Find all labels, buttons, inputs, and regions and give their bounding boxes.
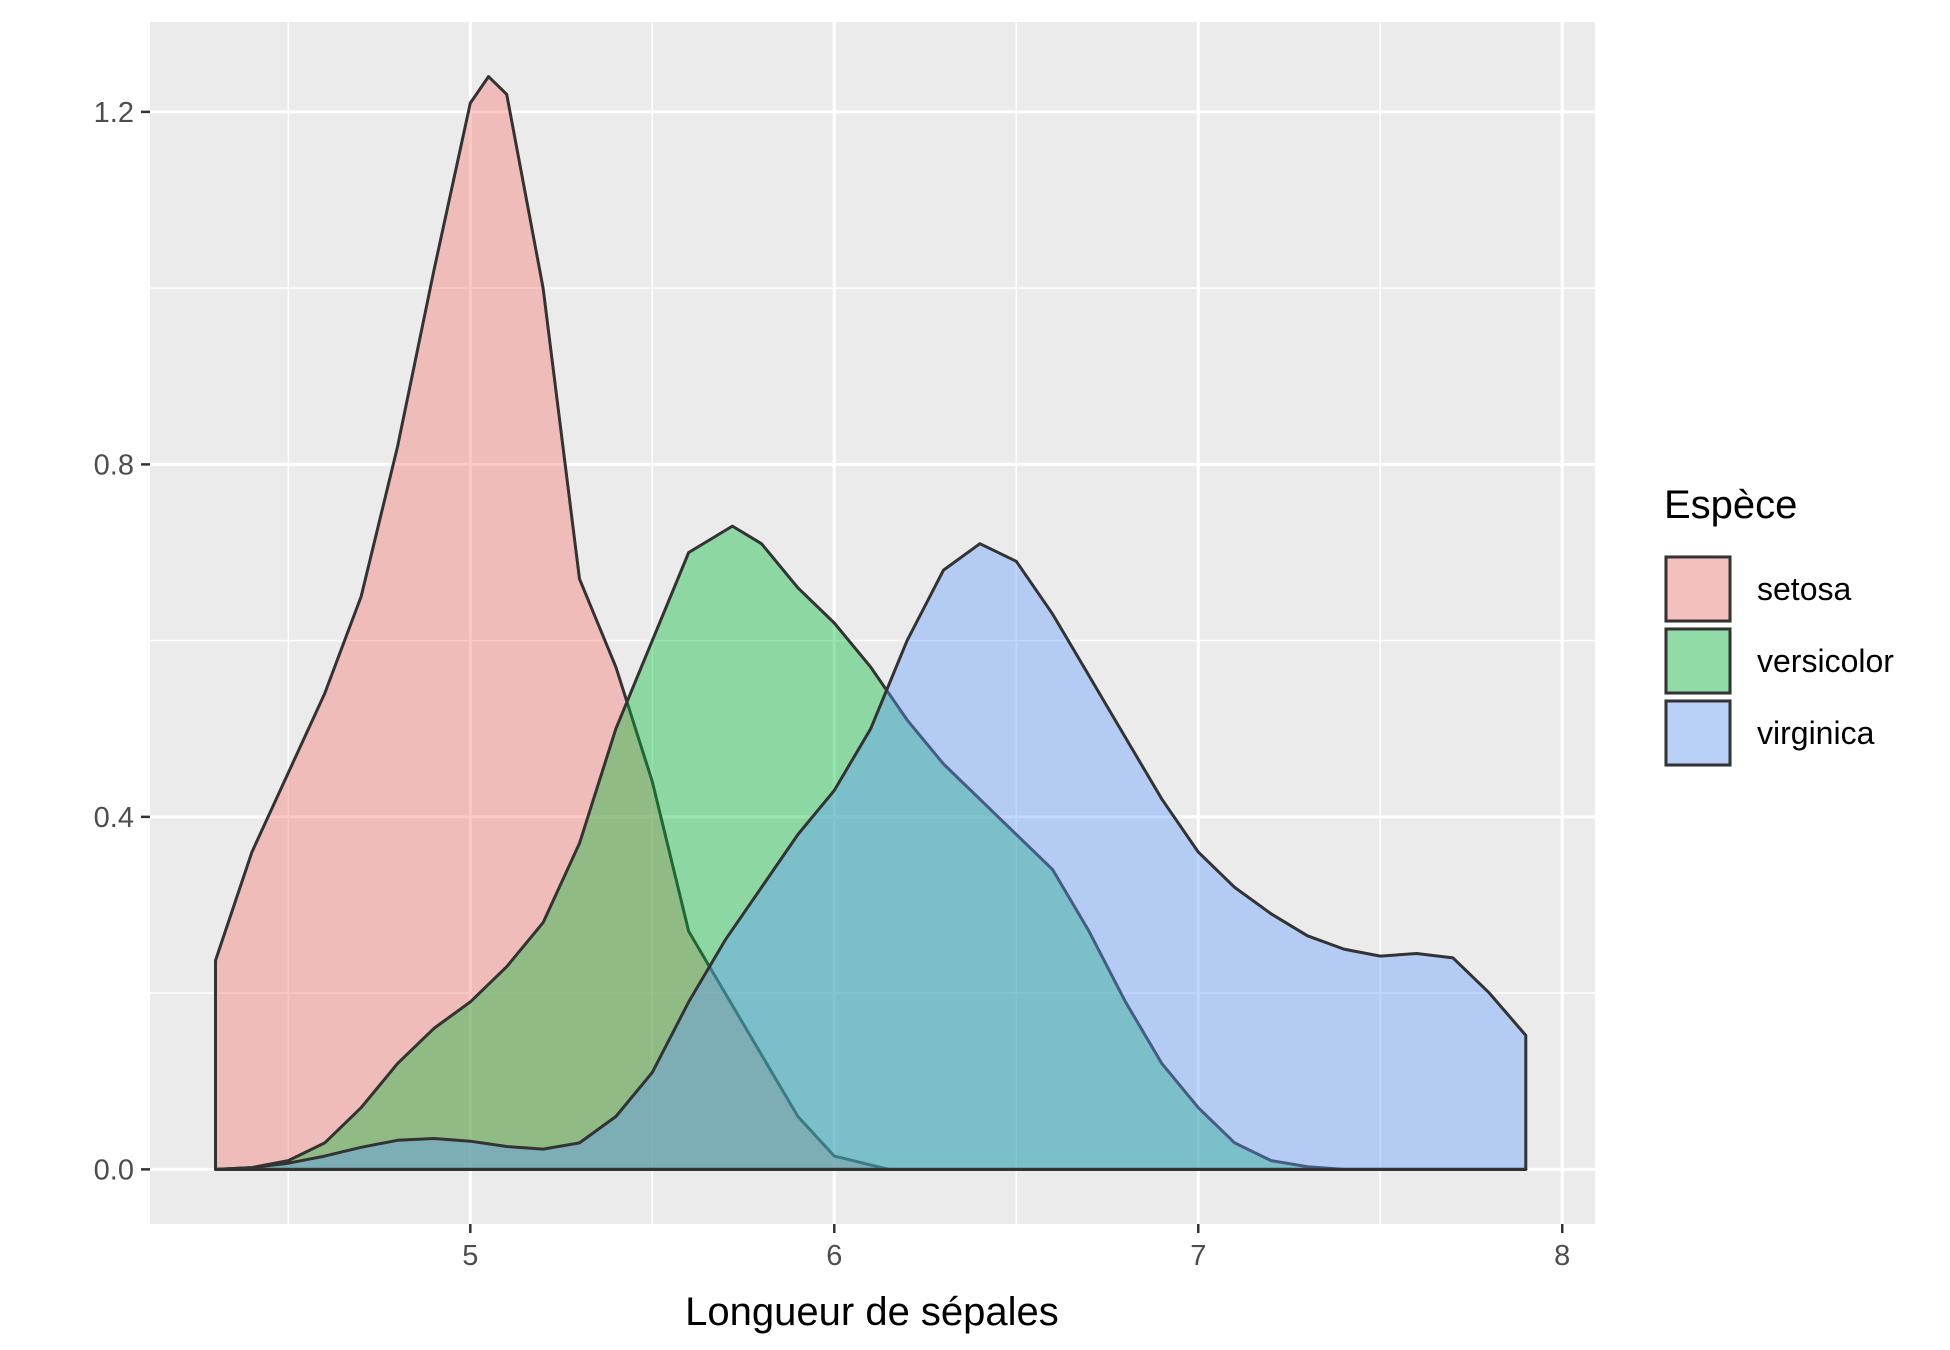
legend-title: Espèce — [1664, 483, 1797, 527]
x-tick-label: 8 — [1554, 1240, 1570, 1272]
grid-minor — [150, 22, 1595, 1224]
x-tick-label: 5 — [462, 1240, 478, 1272]
legend-label-versicolor: versicolor — [1757, 643, 1894, 679]
density-area-setosa — [214, 75, 1528, 1171]
x-tick-label: 6 — [826, 1240, 842, 1272]
y-tick-label: 1.2 — [94, 97, 134, 129]
legend-key-versicolor — [1664, 627, 1732, 695]
y-tick-label: 0.8 — [94, 449, 134, 481]
legend-key-background — [1664, 555, 1732, 623]
legend-key-setosa — [1664, 555, 1732, 623]
legend: Espèce setosa versicolor virginica — [1664, 483, 1894, 767]
density-area-versicolor — [214, 524, 1528, 1171]
x-tick-label: 7 — [1190, 1240, 1206, 1272]
y-axis: 0.0 0.4 0.8 1.2 — [94, 97, 150, 1186]
y-tick-label: 0.0 — [94, 1154, 134, 1186]
x-axis-title: Longueur de sépales — [685, 1290, 1059, 1334]
y-tick-label: 0.4 — [94, 802, 134, 834]
legend-item-virginica: virginica — [1664, 699, 1875, 767]
density-area-virginica — [214, 542, 1528, 1171]
legend-label-setosa: setosa — [1757, 571, 1851, 607]
legend-key-virginica — [1664, 699, 1732, 767]
legend-item-versicolor: versicolor — [1664, 627, 1894, 695]
legend-item-setosa: setosa — [1664, 555, 1851, 623]
legend-label-virginica: virginica — [1757, 715, 1875, 751]
legend-key-background — [1664, 627, 1732, 695]
legend-key-background — [1664, 699, 1732, 767]
x-axis: 5 6 7 8 — [462, 1224, 1570, 1272]
density-areas — [214, 75, 1528, 1171]
plot-panel — [150, 22, 1595, 1224]
